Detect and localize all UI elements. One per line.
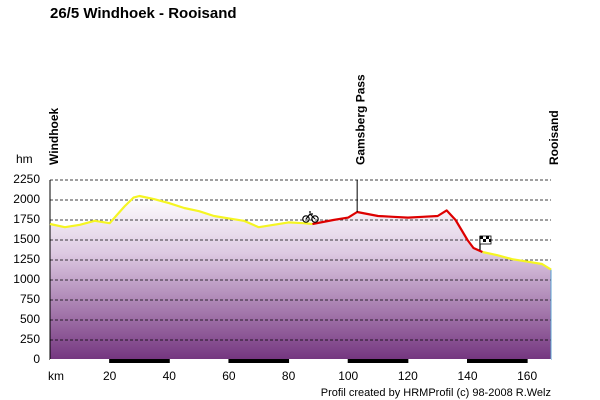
elevation-fill bbox=[50, 196, 551, 360]
x-scale-segment bbox=[109, 359, 170, 363]
y-tick-label: 250 bbox=[20, 332, 40, 346]
profile-line bbox=[312, 209, 483, 254]
x-tick-label: 40 bbox=[163, 369, 177, 383]
y-tick-label: 500 bbox=[20, 312, 40, 326]
x-tick-label: 140 bbox=[457, 369, 477, 383]
chart-title: 26/5 Windhoek - Rooisand bbox=[50, 5, 237, 22]
y-tick-label: 1750 bbox=[13, 212, 40, 226]
place-label: Rooisand bbox=[547, 110, 561, 165]
y-tick-label: 1000 bbox=[13, 272, 40, 286]
y-tick-label: 0 bbox=[33, 352, 40, 366]
y-tick-label: 1500 bbox=[13, 232, 40, 246]
x-tick-label: 160 bbox=[517, 369, 537, 383]
place-label: Windhoek bbox=[47, 107, 61, 165]
finish-flag-icon bbox=[479, 235, 492, 250]
bicycle-icon bbox=[302, 211, 319, 223]
y-tick-label: 1250 bbox=[13, 252, 40, 266]
x-scale-bar bbox=[50, 359, 551, 362]
y-axis-label: hm bbox=[16, 152, 33, 166]
x-tick-label: 100 bbox=[338, 369, 358, 383]
y-tick-label: 750 bbox=[20, 292, 40, 306]
x-scale-segment bbox=[348, 359, 408, 363]
place-label: Gamsberg Pass bbox=[353, 74, 367, 165]
x-tick-label: 20 bbox=[103, 369, 117, 383]
x-tick-label: 120 bbox=[398, 369, 418, 383]
y-tick-label: 2000 bbox=[13, 192, 40, 206]
x-scale-segment bbox=[467, 359, 528, 363]
x-tick-label: 60 bbox=[222, 369, 236, 383]
x-axis-label: km bbox=[48, 369, 64, 383]
x-tick-label: 80 bbox=[282, 369, 296, 383]
y-tick-label: 2250 bbox=[13, 172, 40, 186]
x-scale-segment bbox=[228, 359, 289, 363]
footer: Profil created by HRMProfil (c) 98-2008 … bbox=[321, 387, 551, 399]
profile-line bbox=[49, 194, 552, 271]
